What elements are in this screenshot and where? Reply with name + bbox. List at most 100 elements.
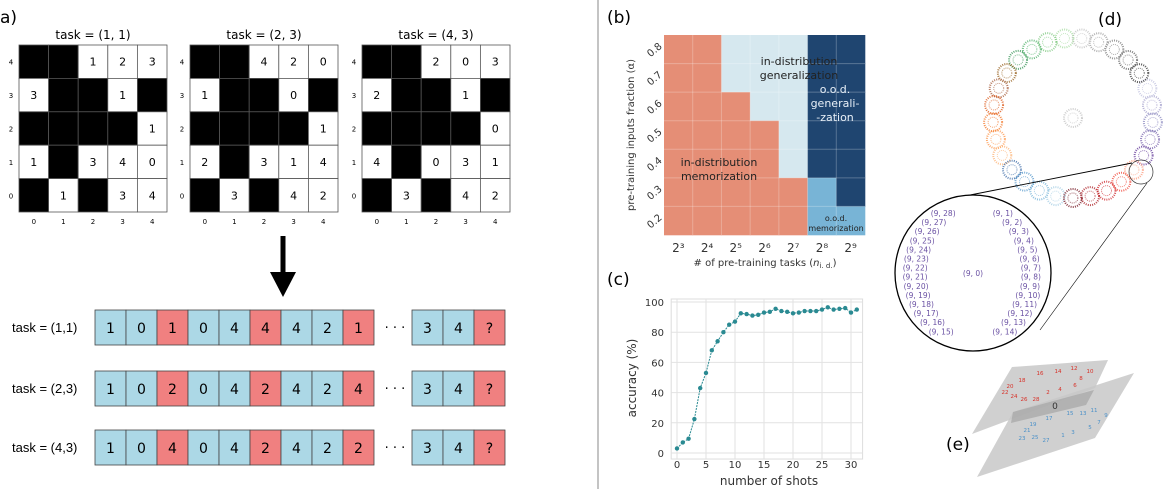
cluster-inner (1146, 99, 1158, 111)
cluster-ring (1123, 159, 1144, 180)
y-tick-label: 20 (651, 419, 664, 430)
inset-label: (9, 16) (920, 318, 945, 327)
accuracy-point (814, 308, 819, 314)
heatmap-cell-M (692, 120, 722, 150)
col-tick: 4 (493, 218, 498, 226)
cluster-inner (1067, 112, 1079, 124)
plane-label: 22 (1002, 390, 1009, 396)
cluster (996, 63, 1017, 84)
cell-value: 2 (433, 56, 440, 69)
cluster-ring (992, 145, 1013, 166)
masked-cell (48, 44, 79, 79)
token-text: 4 (454, 382, 463, 398)
output-token (156, 429, 189, 466)
accuracy-point (686, 436, 691, 441)
cluster (1037, 32, 1058, 53)
cluster (983, 112, 1004, 133)
input-token (311, 370, 344, 407)
heatmap-cell-M (721, 92, 751, 122)
cell-value: 1 (201, 89, 208, 102)
accuracy-point (709, 348, 714, 353)
inset-label: (9, 15) (929, 327, 954, 336)
inset-label: (9, 3) (1009, 227, 1029, 236)
token-text: 2 (168, 382, 177, 398)
cluster-inner (1138, 150, 1150, 162)
heatmap-cell-G (721, 35, 751, 64)
cell-value: 4 (119, 156, 126, 169)
heatmap-cell-M (692, 177, 722, 207)
inset-label: (9, 26) (915, 227, 940, 236)
token-text: 3 (423, 441, 432, 457)
col-tick: 4 (321, 218, 326, 226)
grid-cell (361, 78, 393, 113)
plane-label: 21 (1024, 428, 1031, 434)
accuracy-point (732, 319, 738, 324)
heatmap-cell-M (664, 35, 694, 64)
output-token (249, 429, 282, 466)
grid-cell (107, 44, 138, 79)
cluster-inner (1108, 44, 1120, 56)
plane-label: 7 (1097, 420, 1101, 426)
heatmap-cell-O (836, 35, 866, 64)
col-tick: 0 (203, 218, 207, 226)
heatmap-cell-M (692, 149, 722, 179)
region-label: -zation (816, 111, 854, 124)
accuracy-point (692, 416, 697, 422)
masked-cell (48, 78, 79, 113)
cluster-inner (1141, 82, 1153, 94)
masked-cell (391, 144, 422, 179)
cluster-inner (993, 82, 1005, 94)
cluster-inner (990, 133, 1002, 145)
token-sequence: task = (4,3) 1 0 4 0 4 2 4 2 2 · · · 3 4? (12, 429, 506, 466)
plot-area (670, 298, 864, 460)
cell-value: 3 (90, 156, 97, 169)
region-label: in-distribution (761, 55, 838, 68)
col-tick: 2 (262, 218, 266, 226)
heatmap-cell-M (778, 206, 808, 236)
input-token (280, 370, 313, 407)
x-tick-label: 15 (758, 460, 771, 471)
x-tick-label: 2⁹ (844, 241, 857, 255)
col-tick: 4 (150, 218, 155, 226)
cell-value: 1 (149, 123, 156, 136)
inset-label: (9, 13) (1001, 318, 1026, 327)
cell-value: 0 (320, 56, 327, 69)
region-label: in-distribution (681, 156, 758, 169)
accuracy-point (802, 308, 807, 314)
heatmap-cell-G (778, 149, 808, 179)
cluster (1071, 28, 1092, 49)
col-tick: 1 (232, 218, 236, 226)
grid-cell (136, 111, 168, 146)
cell-value: 2 (320, 189, 327, 202)
upper-plane (972, 360, 1108, 434)
inset-label: (9, 21) (903, 273, 928, 282)
y-axis-label: accuracy (%) (625, 339, 639, 418)
input-token (187, 370, 220, 407)
cluster (1142, 112, 1163, 133)
cell-value: 3 (231, 189, 238, 202)
heatmap-cell-M (692, 92, 722, 122)
masked-cell (48, 144, 79, 179)
heatmap-cell-M (721, 177, 751, 207)
inset-label: (9, 1) (993, 209, 1013, 218)
masked-cell (136, 78, 168, 113)
masked-cell (18, 178, 50, 213)
zoom-inset-circle (894, 194, 1052, 352)
y-tick-label: 60 (651, 358, 664, 369)
x-tick-label: 2⁴ (701, 241, 714, 255)
col-tick: 2 (91, 218, 95, 226)
y-tick-label: 40 (651, 389, 664, 400)
token-text: 4 (261, 321, 270, 337)
cell-value: 0 (433, 156, 440, 169)
row-tick: 4 (180, 59, 185, 67)
grid-cell (307, 111, 339, 146)
masked-cell (77, 78, 109, 113)
cluster-inner (1042, 36, 1054, 48)
grid-cell (391, 178, 422, 213)
cluster-ring (1063, 108, 1083, 128)
cluster-ring (983, 112, 1004, 133)
input-token (311, 309, 344, 346)
cluster-inner (1050, 190, 1062, 202)
masked-cell (77, 111, 109, 146)
panel-e-planes: 0123456789101112131415161718192021222324… (972, 360, 1134, 477)
